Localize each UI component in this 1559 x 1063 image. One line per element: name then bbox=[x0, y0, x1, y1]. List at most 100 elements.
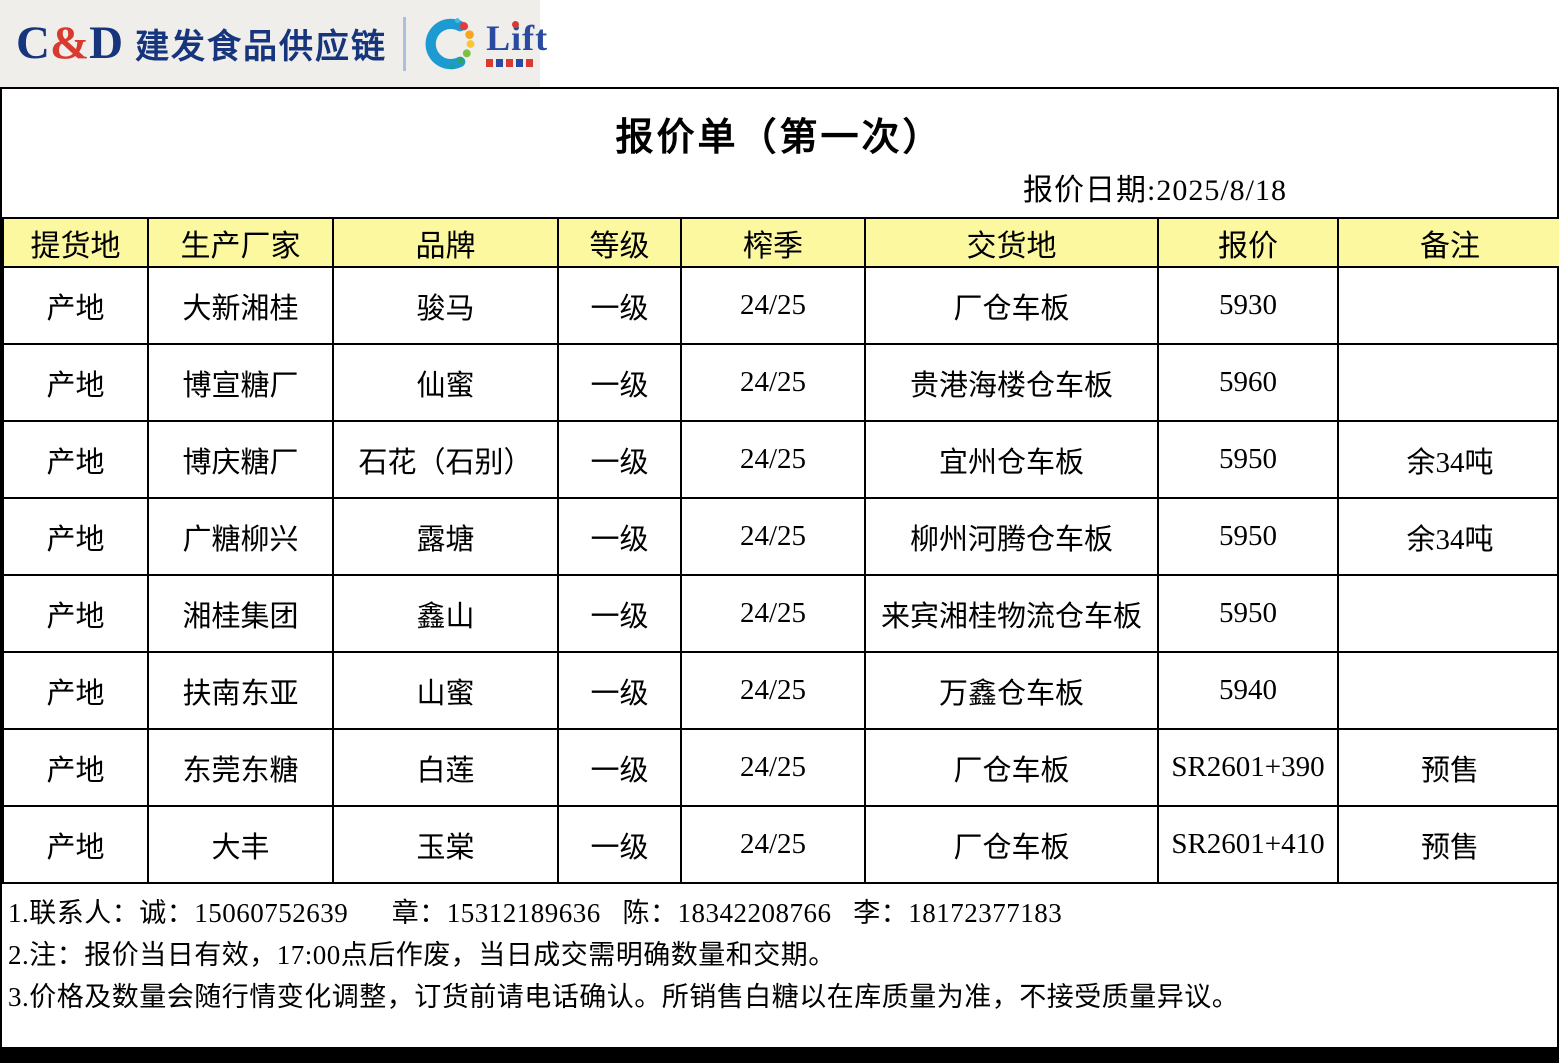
notes: 1.联系人：诚：15060752639 章：15312189636 陈：1834… bbox=[2, 884, 1557, 1047]
table-row: 产地 博宣糖厂 仙蜜 一级 24/25 贵港海楼仓车板 5960 bbox=[2, 343, 1559, 422]
table-cell: 一级 bbox=[557, 805, 682, 884]
note-line: 3.价格及数量会随行情变化调整，订货前请电话确认。所销售白糖以在库质量为准，不接… bbox=[8, 982, 1240, 1012]
table-cell: 24/25 bbox=[680, 651, 866, 730]
table-cell: 产地 bbox=[2, 728, 149, 807]
column-header-2: 品牌 bbox=[332, 217, 559, 268]
table-row: 产地 湘桂集团 鑫山 一级 24/25 来宾湘桂物流仓车板 5950 bbox=[2, 574, 1559, 653]
table-cell: 预售 bbox=[1337, 805, 1559, 884]
table-cell: 产地 bbox=[2, 343, 149, 422]
table-cell: 一级 bbox=[557, 497, 682, 576]
cd-logo-letter: C bbox=[16, 17, 50, 69]
table-cell: 一级 bbox=[557, 343, 682, 422]
table-cell: SR2601+410 bbox=[1157, 805, 1339, 884]
table-cell: 柳州河腾仓车板 bbox=[864, 497, 1159, 576]
table-cell: 产地 bbox=[2, 574, 149, 653]
table-cell: 鑫山 bbox=[332, 574, 559, 653]
lift-i-dot bbox=[512, 21, 520, 28]
table-cell: 24/25 bbox=[680, 343, 866, 422]
note-line: 1.联系人：诚：15060752639 章：15312189636 陈：1834… bbox=[8, 898, 1063, 928]
table-cell bbox=[1337, 651, 1559, 730]
table-cell: 一级 bbox=[557, 651, 682, 730]
logo-band: C & D 建发食品供应链 Lift bbox=[0, 0, 547, 87]
quote-date: 报价日期:2025/8/18 bbox=[1022, 174, 1287, 207]
table-cell: 石花（石别） bbox=[332, 420, 559, 499]
table-row: 产地 博庆糖厂 石花（石别） 一级 24/25 宜州仓车板 5950 余34吨 bbox=[2, 420, 1559, 499]
table-cell: 24/25 bbox=[680, 805, 866, 884]
table-cell: 24/25 bbox=[680, 266, 866, 345]
table-cell: 扶南东亚 bbox=[147, 651, 334, 730]
column-header-4: 榨季 bbox=[680, 217, 866, 268]
table-cell: 厂仓车板 bbox=[864, 805, 1159, 884]
note-line: 2.注：报价当日有效，17:00点后作废，当日成交需明确数量和交期。 bbox=[8, 940, 836, 970]
company-name: 建发食品供应链 bbox=[135, 29, 388, 66]
table-cell: 产地 bbox=[2, 266, 149, 345]
table-cell: 一级 bbox=[557, 420, 682, 499]
column-header-5: 交货地 bbox=[864, 217, 1159, 268]
table-cell: 贵港海楼仓车板 bbox=[864, 343, 1159, 422]
table-body: 产地 大新湘桂 骏马 一级 24/25 厂仓车板 5930 产地 博宣糖厂 仙蜜 一级 24/25 贵港… bbox=[2, 266, 1559, 884]
table-cell: 白莲 bbox=[332, 728, 559, 807]
table-cell: SR2601+390 bbox=[1157, 728, 1339, 807]
lift-subtext-blocks bbox=[486, 59, 548, 67]
table-cell: 24/25 bbox=[680, 420, 866, 499]
table-cell: 余34吨 bbox=[1337, 497, 1559, 576]
lift-swirl-icon bbox=[425, 17, 475, 69]
table-cell: 博宣糖厂 bbox=[147, 343, 334, 422]
column-header-6: 报价 bbox=[1157, 217, 1339, 268]
table-cell: 余34吨 bbox=[1337, 420, 1559, 499]
table-cell: 仙蜜 bbox=[332, 343, 559, 422]
table-cell: 湘桂集团 bbox=[147, 574, 334, 653]
cd-logo-letter: D bbox=[89, 17, 124, 69]
table-cell: 来宾湘桂物流仓车板 bbox=[864, 574, 1159, 653]
table-cell: 预售 bbox=[1337, 728, 1559, 807]
price-table: 提货地 生产厂家 品牌 等级 榨季 交货地 报价 备注 产地 大新湘桂 骏马 一级 24/25 厂仓车板… bbox=[2, 217, 1559, 884]
column-header-1: 生产厂家 bbox=[147, 217, 334, 268]
table-row: 产地 东莞东糖 白莲 一级 24/25 厂仓车板 SR2601+390 预售 bbox=[2, 728, 1559, 807]
table-row: 产地 大丰 玉棠 一级 24/25 厂仓车板 SR2601+410 预售 bbox=[2, 805, 1559, 884]
table-cell: 一级 bbox=[557, 574, 682, 653]
table-cell: 24/25 bbox=[680, 497, 866, 576]
table-cell: 一级 bbox=[557, 266, 682, 345]
table-cell: 产地 bbox=[2, 805, 149, 884]
cd-logo: C & D bbox=[16, 20, 123, 67]
table-cell: 24/25 bbox=[680, 574, 866, 653]
table-cell: 玉棠 bbox=[332, 805, 559, 884]
table-header-row: 提货地 生产厂家 品牌 等级 榨季 交货地 报价 备注 bbox=[2, 217, 1559, 268]
column-header-0: 提货地 bbox=[2, 217, 149, 268]
table-cell: 大新湘桂 bbox=[147, 266, 334, 345]
table-cell: 5950 bbox=[1157, 497, 1339, 576]
table-cell: 厂仓车板 bbox=[864, 266, 1159, 345]
cd-logo-ampersand: & bbox=[49, 17, 90, 69]
table-cell: 5930 bbox=[1157, 266, 1339, 345]
table-cell: 一级 bbox=[557, 728, 682, 807]
table-cell bbox=[1337, 343, 1559, 422]
table-row: 产地 扶南东亚 山蜜 一级 24/25 万鑫仓车板 5940 bbox=[2, 651, 1559, 730]
table-cell: 产地 bbox=[2, 497, 149, 576]
page-title: 报价单（第一次） bbox=[615, 117, 944, 159]
lift-logo: Lift bbox=[420, 13, 548, 75]
table-cell: 5950 bbox=[1157, 420, 1339, 499]
title-area: 报价单（第一次） 报价日期:2025/8/18 bbox=[2, 89, 1557, 217]
table-cell: 24/25 bbox=[680, 728, 866, 807]
table-cell: 厂仓车板 bbox=[864, 728, 1159, 807]
bottom-bar bbox=[0, 1049, 1559, 1063]
table-cell: 广糖柳兴 bbox=[147, 497, 334, 576]
table-cell: 5960 bbox=[1157, 343, 1339, 422]
table-cell: 骏马 bbox=[332, 266, 559, 345]
table-cell: 万鑫仓车板 bbox=[864, 651, 1159, 730]
quotation-sheet: 报价单（第一次） 报价日期:2025/8/18 提货地 生产厂家 品牌 等级 榨季 交货地… bbox=[0, 87, 1559, 1049]
table-row: 产地 广糖柳兴 露塘 一级 24/25 柳州河腾仓车板 5950 余34吨 bbox=[2, 497, 1559, 576]
table-cell: 5940 bbox=[1157, 651, 1339, 730]
table-cell: 产地 bbox=[2, 420, 149, 499]
table-cell bbox=[1337, 574, 1559, 653]
column-header-3: 等级 bbox=[557, 217, 682, 268]
table-cell: 山蜜 bbox=[332, 651, 559, 730]
table-cell bbox=[1337, 266, 1559, 345]
table-cell: 宜州仓车板 bbox=[864, 420, 1159, 499]
table-cell: 博庆糖厂 bbox=[147, 420, 334, 499]
table-cell: 露塘 bbox=[332, 497, 559, 576]
table-cell: 大丰 bbox=[147, 805, 334, 884]
logo-divider bbox=[403, 16, 407, 71]
table-cell: 5950 bbox=[1157, 574, 1339, 653]
table-cell: 东莞东糖 bbox=[147, 728, 334, 807]
